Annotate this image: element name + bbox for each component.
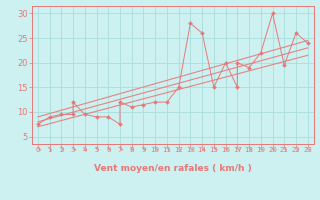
- Text: →: →: [163, 144, 171, 151]
- Text: →: →: [234, 144, 241, 151]
- Text: →: →: [34, 144, 42, 151]
- Text: →: →: [210, 144, 218, 151]
- Text: →: →: [222, 144, 229, 151]
- Text: →: →: [140, 144, 147, 151]
- Text: →: →: [152, 144, 159, 151]
- Text: →: →: [245, 144, 253, 151]
- Text: →: →: [304, 144, 311, 151]
- Text: →: →: [198, 144, 206, 151]
- X-axis label: Vent moyen/en rafales ( km/h ): Vent moyen/en rafales ( km/h ): [94, 164, 252, 173]
- Text: →: →: [81, 144, 88, 151]
- Text: →: →: [257, 144, 264, 151]
- Text: →: →: [58, 144, 65, 151]
- Text: →: →: [93, 144, 100, 151]
- Text: →: →: [105, 144, 112, 151]
- Text: →: →: [187, 144, 194, 151]
- Text: →: →: [69, 144, 77, 151]
- Text: →: →: [116, 144, 124, 151]
- Text: →: →: [128, 144, 135, 151]
- Text: →: →: [281, 144, 288, 151]
- Text: →: →: [292, 144, 300, 151]
- Text: →: →: [175, 144, 182, 151]
- Text: →: →: [269, 144, 276, 151]
- Text: →: →: [46, 144, 53, 151]
